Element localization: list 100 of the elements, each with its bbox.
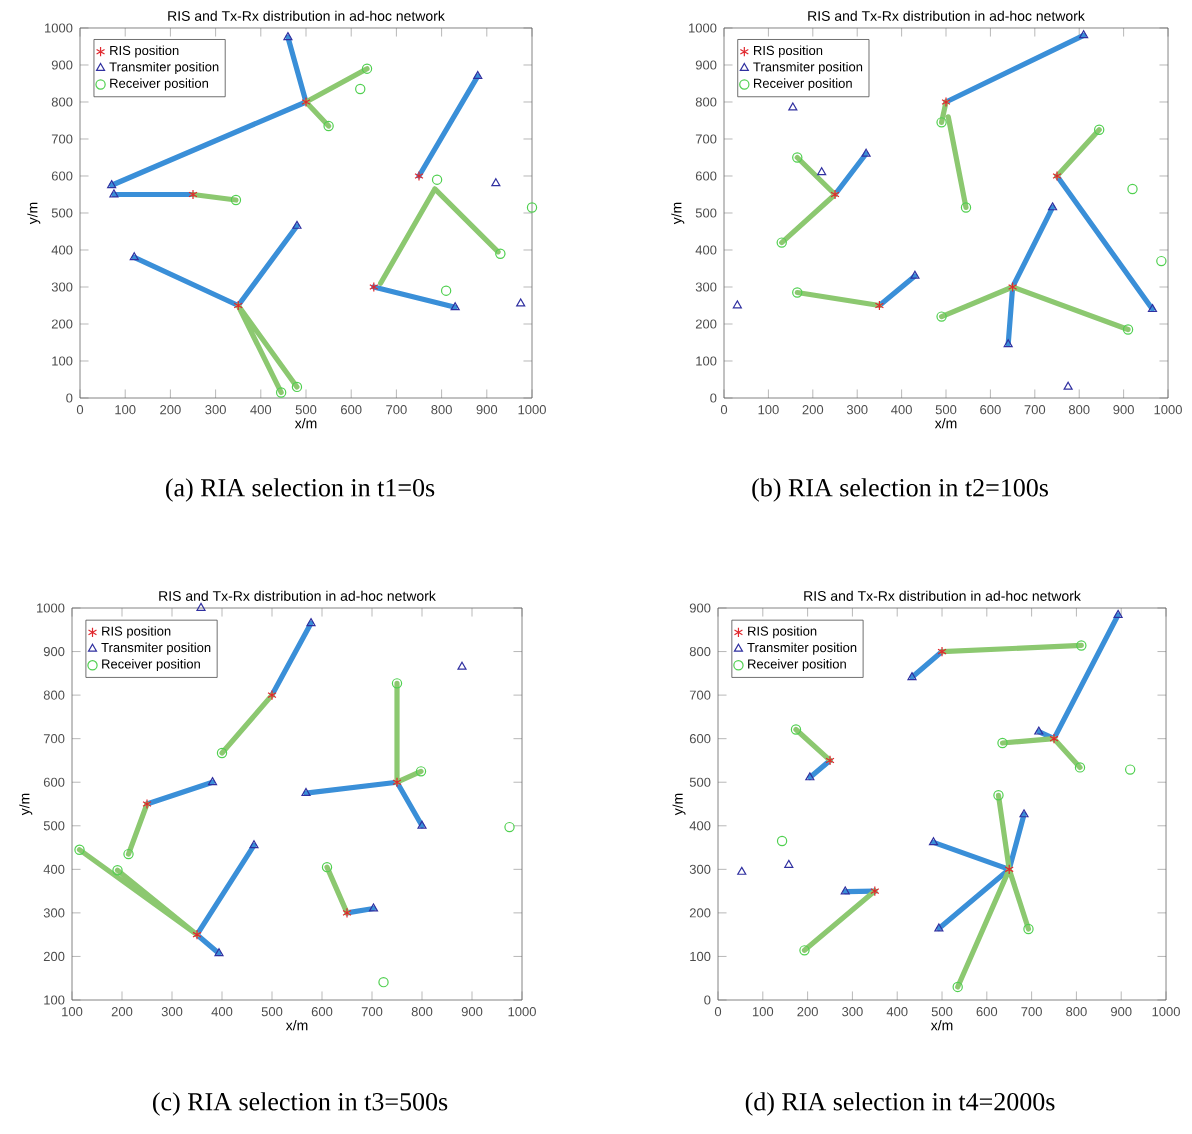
point: [776, 835, 788, 847]
point: [874, 300, 884, 311]
point: [414, 170, 424, 182]
point: [937, 646, 947, 657]
point: [368, 903, 379, 912]
point: [934, 923, 944, 932]
point: [361, 63, 373, 74]
point: [369, 281, 379, 293]
point: [450, 302, 460, 311]
point: [526, 202, 538, 213]
point: [207, 777, 218, 786]
text: (b) RIA selection in t2=100s: [752, 478, 1048, 502]
point: [216, 747, 228, 759]
point: [457, 661, 467, 670]
point: [142, 798, 152, 810]
point: [291, 381, 303, 393]
point: [249, 840, 259, 849]
point: [495, 248, 506, 259]
point: [233, 300, 243, 311]
point: [830, 189, 840, 200]
point: [1003, 339, 1013, 348]
point: [993, 790, 1004, 801]
point: [936, 311, 947, 322]
point: [283, 32, 293, 41]
point: [1063, 381, 1073, 390]
point: [192, 929, 202, 940]
text: (c) RIA selection in t3=500s: [153, 1092, 448, 1116]
point: [817, 167, 827, 176]
point: [805, 772, 815, 781]
point: [941, 96, 951, 108]
point: [790, 724, 802, 735]
point: [301, 96, 311, 108]
point: [123, 848, 134, 860]
point: [129, 252, 139, 261]
point: [1004, 864, 1014, 875]
point: [491, 178, 501, 187]
point: [342, 907, 352, 919]
point: [1074, 762, 1086, 773]
point: [440, 285, 452, 296]
point: [1124, 764, 1136, 775]
point: [431, 174, 443, 185]
point: [107, 180, 117, 189]
point: [321, 861, 333, 873]
point: [1147, 304, 1158, 313]
point: [355, 83, 366, 95]
point: [323, 120, 334, 132]
point: [292, 220, 302, 229]
point: [1093, 124, 1105, 135]
point: [196, 602, 206, 611]
point: [910, 270, 920, 279]
point: [1049, 733, 1059, 744]
point: [1023, 923, 1034, 935]
point: [214, 948, 224, 957]
point: [799, 945, 810, 956]
point: [109, 189, 119, 198]
point: [1008, 281, 1018, 293]
point: [188, 189, 198, 200]
point: [870, 885, 880, 897]
point: [732, 300, 742, 309]
point: [1122, 324, 1134, 335]
point: [504, 821, 515, 833]
point: [230, 194, 242, 206]
point: [825, 755, 835, 766]
point: [861, 148, 871, 157]
text: (a) RIA selection in t1=0s: [166, 478, 435, 502]
point: [1052, 170, 1062, 182]
point: [776, 237, 787, 248]
point: [516, 298, 526, 307]
point: [275, 387, 287, 398]
text: (d) RIA selection in t4=2000s: [745, 1092, 1055, 1116]
point: [792, 287, 803, 298]
point: [737, 866, 747, 875]
point: [952, 981, 963, 993]
point: [378, 976, 389, 988]
point: [840, 886, 850, 895]
point: [792, 152, 803, 163]
point: [74, 844, 85, 855]
point: [784, 859, 794, 868]
point: [415, 766, 427, 777]
point: [392, 777, 402, 788]
point: [1127, 183, 1138, 195]
point: [417, 820, 427, 829]
point: [1079, 30, 1089, 39]
point: [112, 865, 123, 876]
point: [301, 787, 311, 797]
point: [960, 202, 972, 213]
point: [1047, 202, 1058, 211]
point: [907, 672, 917, 681]
point: [1076, 640, 1087, 651]
point: [997, 737, 1008, 749]
point: [473, 70, 483, 79]
point: [391, 678, 403, 689]
point: [1113, 609, 1123, 618]
point: [1019, 809, 1029, 818]
point: [306, 618, 316, 627]
point: [936, 117, 947, 128]
point: [1156, 255, 1167, 267]
point: [1034, 726, 1044, 735]
point: [928, 837, 939, 846]
point: [267, 689, 277, 701]
